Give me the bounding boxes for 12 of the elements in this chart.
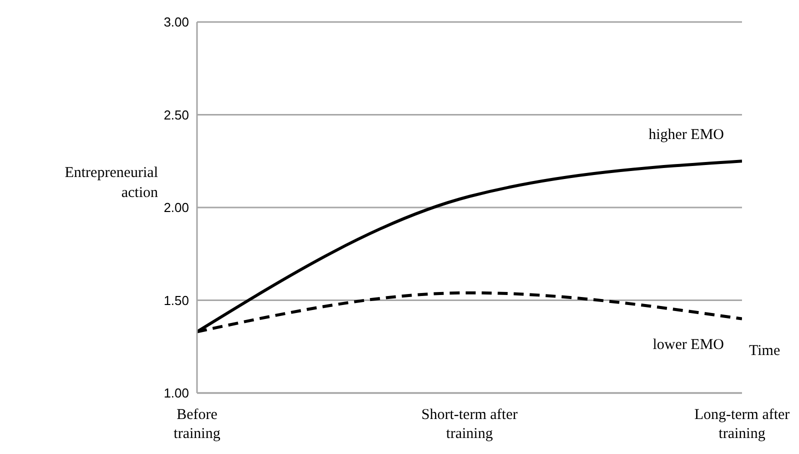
x-axis-title: Time [749,343,780,360]
series-label: higher EMO [648,127,724,144]
y-tick-label: 2.50 [164,107,189,122]
x-tick-label: Before training [174,407,221,442]
y-tick-label: 1.00 [164,386,189,401]
series-label: lower EMO [652,336,724,353]
x-tick-label: Long-term after training [694,407,790,442]
y-axis-title: Entrepreneurial action [64,164,158,203]
x-tick-label: Short-term after training [421,407,518,442]
y-tick-label: 2.00 [164,200,189,216]
y-tick-label: 1.50 [164,292,189,308]
y-tick-label: 3.00 [164,14,189,30]
